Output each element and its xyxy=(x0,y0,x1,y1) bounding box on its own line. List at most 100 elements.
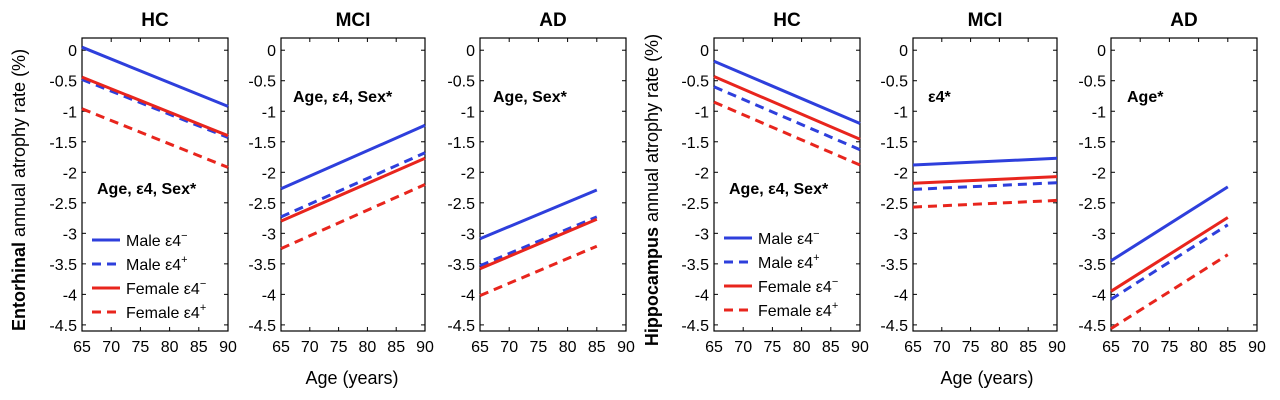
legend-label-male-e4-pos: Male ε4+ xyxy=(126,254,188,274)
y-tick-label: -4 xyxy=(894,287,908,304)
series-line-male-e4-neg xyxy=(280,123,426,191)
panel-annotation: Age, ε4, Sex* xyxy=(293,89,393,106)
axes-frame xyxy=(479,37,627,332)
y-tick-label: -0.5 xyxy=(447,74,475,91)
x-tick-label: 90 xyxy=(851,339,869,356)
y-tick-label: -2 xyxy=(695,165,709,182)
y-tick-label: -1.5 xyxy=(248,135,276,152)
series-line-female-e4-pos xyxy=(713,100,861,167)
x-tick-label: 70 xyxy=(734,339,752,356)
y-tick-label: -4.5 xyxy=(447,318,475,335)
panel-6-ad: AD 0 -0.5 -1 -1.5 -2 -2.5 -3 -3.5 -4 -4.5 65 70 75 80 8… xyxy=(1078,10,1266,356)
y-tick-label: -3.5 xyxy=(681,257,709,274)
x-tick-label: 90 xyxy=(219,339,237,356)
axes-frame xyxy=(713,37,861,332)
y-tick-label: -1.5 xyxy=(880,135,908,152)
y-tick-label: -1 xyxy=(1092,104,1106,121)
y-tick-label: -4.5 xyxy=(681,318,709,335)
series-line-female-e4-pos xyxy=(81,107,229,169)
y-tick-label: -4.5 xyxy=(248,318,276,335)
panel-4-hc: HC 0 -0.5 -1 -1.5 -2 -2.5 -3 -3.5 -4 -4.5 65 70 75 80 8… xyxy=(681,10,869,356)
x-tick-label: 80 xyxy=(161,339,179,356)
x-tick-label: 75 xyxy=(962,339,980,356)
panel-annotation: Age* xyxy=(1127,89,1164,106)
y-tick-label: -3.5 xyxy=(1078,257,1106,274)
legend-label-female-e4-pos: Female ε4+ xyxy=(758,300,838,320)
y-tick-label: -3 xyxy=(894,226,908,243)
series-line-female-e4-pos xyxy=(1110,253,1229,330)
legend-label-female-e4-neg: Female ε4− xyxy=(758,276,838,296)
series-line-female-e4-neg xyxy=(81,75,229,138)
x-tick-label: 85 xyxy=(1219,339,1237,356)
y-tick-label: -3.5 xyxy=(49,257,77,274)
series-line-female-e4-neg xyxy=(280,156,426,223)
x-tick-label: 70 xyxy=(1131,339,1149,356)
x-tick-label: 80 xyxy=(359,339,377,356)
panel-1-hc: HC 0 -0.5 -1 -1.5 -2 -2.5 -3 -3.5 -4 -4.5 65 70 75 80 8… xyxy=(49,10,237,356)
y-tick-label: -3 xyxy=(262,226,276,243)
series-line-female-e4-pos xyxy=(912,198,1058,209)
panel-annotation: Age, ε4, Sex* xyxy=(729,181,829,198)
y-tick-label: -2.5 xyxy=(447,196,475,213)
series-line-male-e4-pos xyxy=(912,181,1058,191)
legend-label-male-e4-neg: Male ε4− xyxy=(126,230,188,250)
y-tick-label: -2 xyxy=(894,165,908,182)
x-tick-label: 85 xyxy=(1019,339,1037,356)
x-tick-label: 80 xyxy=(793,339,811,356)
y-tick-label: -2 xyxy=(63,165,77,182)
x-tick-label: 80 xyxy=(1190,339,1208,356)
panel-annotation: ε4* xyxy=(928,89,951,106)
series-line-female-e4-pos xyxy=(479,244,598,297)
y-tick-label: -2.5 xyxy=(880,196,908,213)
series-line-male-e4-pos xyxy=(81,78,229,139)
x-tick-label: 65 xyxy=(73,339,91,356)
y-tick-label: -3 xyxy=(695,226,709,243)
y-tick-label: -0.5 xyxy=(248,74,276,91)
y-tick-label: -2.5 xyxy=(248,196,276,213)
y-tick-label: 0 xyxy=(466,43,475,60)
series-line-male-e4-pos xyxy=(713,85,861,152)
xlabel-right: Age (years) xyxy=(940,368,1033,388)
panel-title: AD xyxy=(1170,10,1197,31)
x-tick-label: 80 xyxy=(559,339,577,356)
x-tick-label: 70 xyxy=(102,339,120,356)
x-tick-label: 90 xyxy=(617,339,635,356)
y-tick-label: -2 xyxy=(1092,165,1106,182)
y-tick-label: 0 xyxy=(267,43,276,60)
panels: HC 0 -0.5 -1 -1.5 -2 -2.5 -3 -3.5 -4 -4.5 65 70 75 80 8… xyxy=(49,10,1266,356)
panel-annotation: Age, Sex* xyxy=(493,89,568,106)
x-tick-label: 75 xyxy=(530,339,548,356)
x-tick-label: 90 xyxy=(1048,339,1066,356)
y-tick-label: -4.5 xyxy=(49,318,77,335)
axes-frame xyxy=(912,37,1058,332)
series-line-female-e4-neg xyxy=(1110,216,1229,293)
panel-title: MCI xyxy=(968,10,1003,31)
x-tick-label: 70 xyxy=(933,339,951,356)
x-tick-label: 75 xyxy=(330,339,348,356)
panel-title: HC xyxy=(773,10,801,31)
panel-2-mci: MCI 0 -0.5 -1 -1.5 -2 -2.5 -3 -3.5 -4 -4.5 65 70 75 80… xyxy=(248,10,434,356)
y-tick-label: -1 xyxy=(894,104,908,121)
y-tick-label: -4 xyxy=(262,287,276,304)
y-tick-label: -2 xyxy=(461,165,475,182)
y-tick-label: -1.5 xyxy=(447,135,475,152)
y-tick-label: 0 xyxy=(700,43,709,60)
y-tick-label: -3.5 xyxy=(447,257,475,274)
panel-annotation: Age, ε4, Sex* xyxy=(97,181,197,198)
legend-label-male-e4-pos: Male ε4+ xyxy=(758,252,820,272)
series-line-female-e4-neg xyxy=(479,217,598,271)
y-tick-label: -1.5 xyxy=(1078,135,1106,152)
series-line-male-e4-neg xyxy=(912,156,1058,167)
y-tick-label: -2 xyxy=(262,165,276,182)
y-tick-label: -4 xyxy=(1092,287,1106,304)
y-tick-label: -3 xyxy=(63,226,77,243)
panel-3-ad: AD 0 -0.5 -1 -1.5 -2 -2.5 -3 -3.5 -4 -4.5 65 70 75 80 8… xyxy=(447,10,635,356)
series-line-male-e4-neg xyxy=(713,59,861,125)
axes-frame xyxy=(81,37,229,332)
y-tick-label: -3.5 xyxy=(248,257,276,274)
x-tick-label: 85 xyxy=(588,339,606,356)
series-line-female-e4-neg xyxy=(713,75,861,141)
legend-left: Male ε4− Male ε4+ Female ε4− Female ε4+ xyxy=(92,230,206,322)
y-tick-label: -4 xyxy=(695,287,709,304)
